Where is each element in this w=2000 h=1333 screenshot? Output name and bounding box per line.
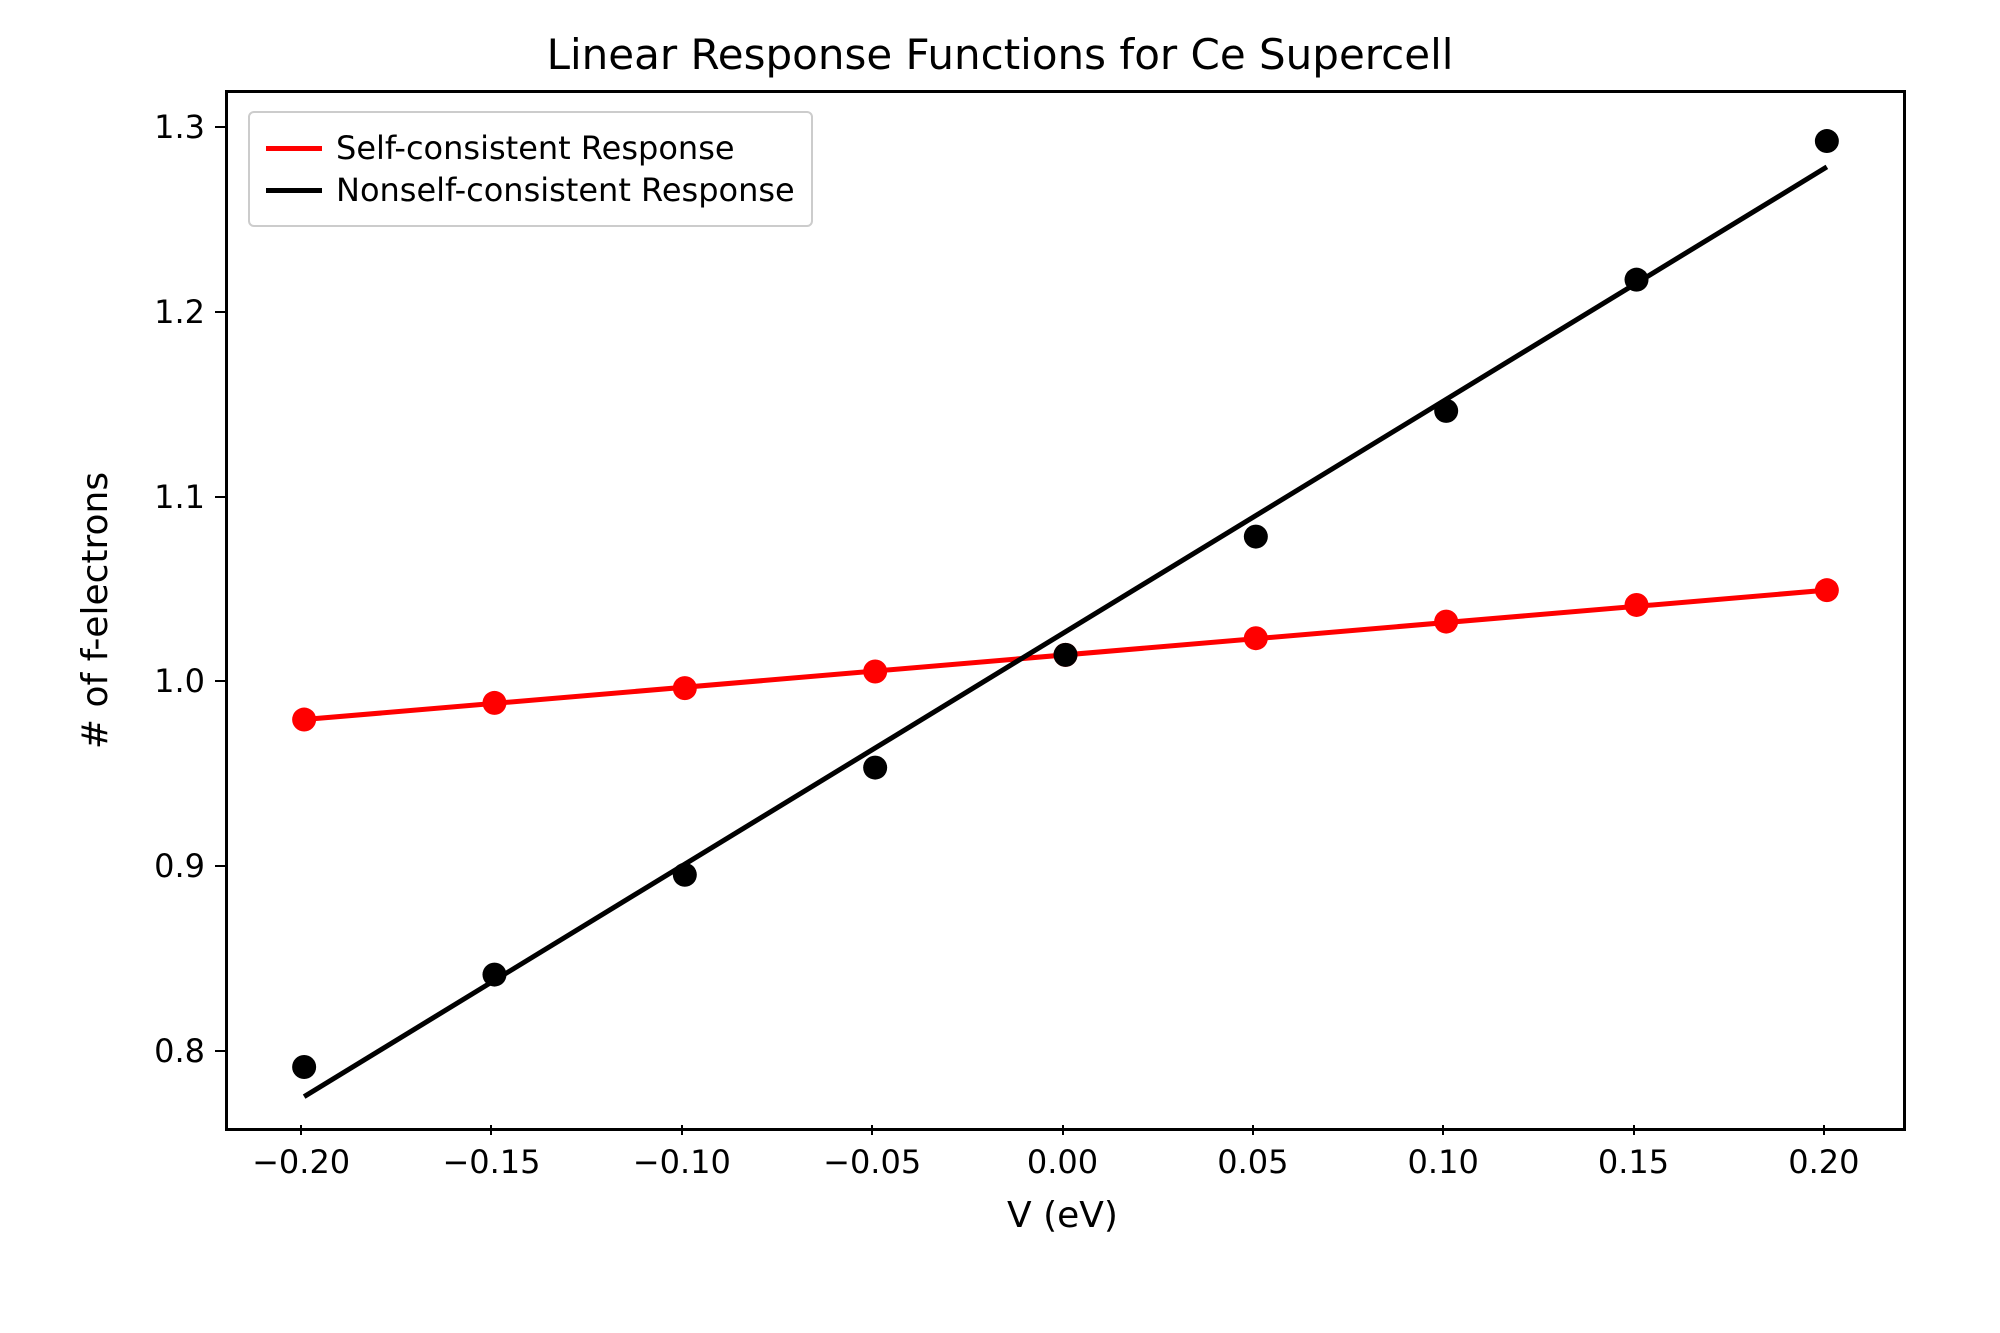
x-tick (1252, 1125, 1254, 1135)
self-consistent-marker (673, 676, 697, 700)
y-axis-label: # of f-electrons (75, 93, 116, 1128)
nonself-consistent-marker (292, 1055, 316, 1079)
nonself-consistent-marker (1625, 268, 1649, 292)
plot-area (228, 93, 1903, 1128)
x-tick-label: −0.15 (442, 1143, 540, 1181)
legend-label: Nonself-consistent Response (336, 171, 795, 209)
x-tick-label: −0.20 (252, 1143, 350, 1181)
legend-item: Self-consistent Response (266, 129, 795, 167)
legend-item: Nonself-consistent Response (266, 171, 795, 209)
self-consistent-marker (863, 659, 887, 683)
self-consistent-marker (292, 708, 316, 732)
x-tick (871, 1125, 873, 1135)
nonself-consistent-marker (1815, 129, 1839, 153)
self-consistent-marker (482, 691, 506, 715)
legend: Self-consistent Response Nonself-consiste… (248, 111, 813, 227)
y-tick (215, 311, 225, 313)
figure: Linear Response Functions for Ce Superce… (0, 0, 2000, 1333)
y-tick (215, 496, 225, 498)
self-consistent-marker (1244, 626, 1268, 650)
legend-label: Self-consistent Response (336, 129, 735, 167)
self-consistent-marker (1625, 593, 1649, 617)
y-tick-label: 1.1 (154, 478, 205, 516)
axes-box: Self-consistent Response Nonself-consiste… (225, 90, 1906, 1131)
x-tick (1062, 1125, 1064, 1135)
y-tick-label: 1.0 (154, 662, 205, 700)
x-tick-label: −0.05 (823, 1143, 921, 1181)
x-tick-label: −0.10 (633, 1143, 731, 1181)
nonself-consistent-marker (863, 756, 887, 780)
nonself-consistent-marker (673, 863, 697, 887)
x-tick-label: 0.20 (1788, 1143, 1859, 1181)
x-tick (1633, 1125, 1635, 1135)
self-consistent-marker (1815, 578, 1839, 602)
x-tick-label: 0.15 (1598, 1143, 1669, 1181)
x-axis-label: V (eV) (225, 1195, 1900, 1236)
legend-swatch (266, 146, 322, 151)
y-tick (215, 126, 225, 128)
nonself-consistent-marker (482, 963, 506, 987)
nonself-consistent-marker (1244, 525, 1268, 549)
x-tick-label: 0.10 (1408, 1143, 1479, 1181)
x-tick-label: 0.05 (1217, 1143, 1288, 1181)
nonself-consistent-fit-line (304, 167, 1827, 1097)
x-tick (1823, 1125, 1825, 1135)
x-tick (490, 1125, 492, 1135)
chart-title: Linear Response Functions for Ce Superce… (0, 30, 2000, 79)
y-tick-label: 1.3 (154, 108, 205, 146)
y-tick-label: 1.2 (154, 293, 205, 331)
x-tick (681, 1125, 683, 1135)
y-tick (215, 680, 225, 682)
x-tick (300, 1125, 302, 1135)
nonself-consistent-marker (1434, 399, 1458, 423)
x-tick (1442, 1125, 1444, 1135)
self-consistent-marker (1434, 610, 1458, 634)
y-tick-label: 0.9 (154, 847, 205, 885)
y-tick (215, 1050, 225, 1052)
x-tick-label: 0.00 (1027, 1143, 1098, 1181)
legend-swatch (266, 188, 322, 193)
y-tick-label: 0.8 (154, 1032, 205, 1070)
nonself-consistent-marker (1054, 643, 1078, 667)
y-tick (215, 865, 225, 867)
